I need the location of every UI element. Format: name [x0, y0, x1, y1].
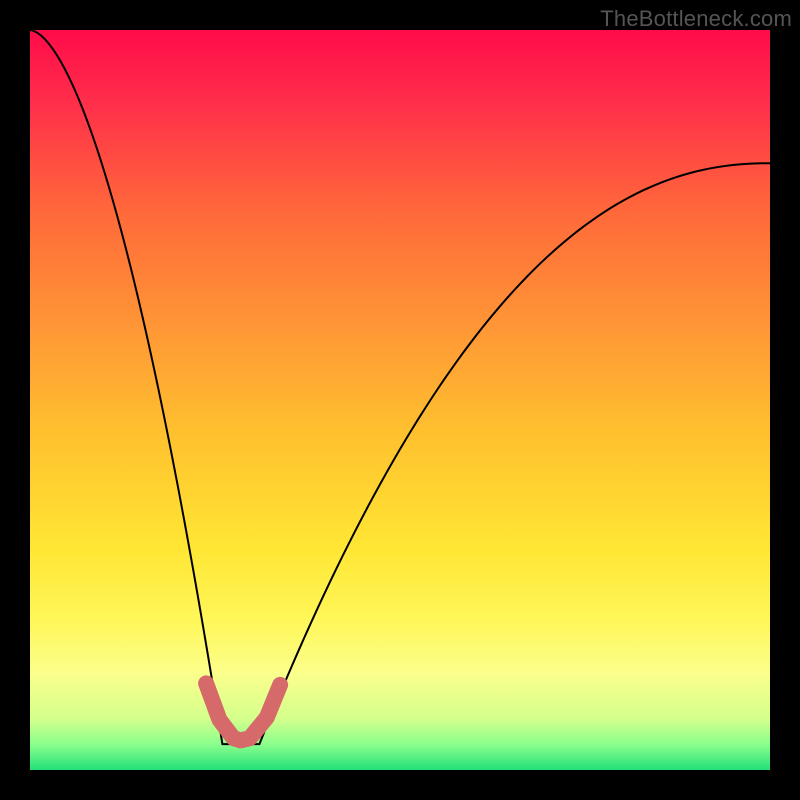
plot-area [30, 30, 770, 770]
watermark-text: TheBottleneck.com [600, 6, 792, 32]
chart-svg [30, 30, 770, 770]
gradient-background [30, 30, 770, 770]
